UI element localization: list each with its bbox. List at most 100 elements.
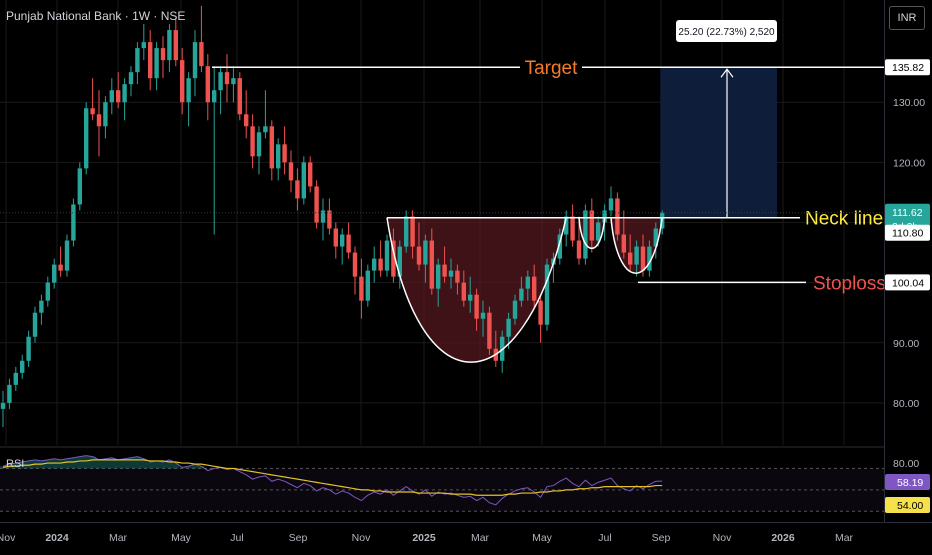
candle-body <box>282 144 287 163</box>
candle-body <box>173 30 178 61</box>
handle-curve <box>610 217 663 274</box>
candle-body <box>474 294 479 319</box>
candle-body <box>423 240 428 265</box>
rsi-axis-label: 80.00 <box>893 458 919 470</box>
candle-body <box>64 240 70 271</box>
candle-body <box>391 240 396 277</box>
candle-body <box>461 282 466 301</box>
candle-body <box>608 198 614 211</box>
candle-body <box>96 114 102 127</box>
candle-body <box>103 102 108 127</box>
candle-body <box>570 216 575 241</box>
candle-body <box>256 132 262 157</box>
x-tick-label: Jul <box>598 532 611 544</box>
candle-body <box>231 78 236 85</box>
candle-body <box>71 204 76 241</box>
candle-body <box>532 276 537 301</box>
x-tick-label: Nov <box>0 532 16 544</box>
candle-body <box>404 216 409 247</box>
candle-body <box>576 240 582 259</box>
currency-button[interactable]: INR <box>889 6 925 30</box>
target-price-tag: 135.82 <box>892 62 924 74</box>
neck-price-tag-bg <box>885 224 930 241</box>
candle-body <box>135 48 140 73</box>
candle-body <box>557 234 562 259</box>
rsi-line <box>2 455 663 506</box>
candle-body <box>128 72 134 85</box>
candle-body <box>192 42 198 79</box>
candle-body <box>436 264 441 289</box>
candle-body <box>487 312 492 349</box>
candle-body <box>148 42 153 79</box>
candle-body <box>122 84 127 103</box>
candle-body <box>160 48 166 61</box>
candle-body <box>301 162 306 199</box>
candle-body <box>237 78 242 115</box>
x-tick-label: Jul <box>230 532 243 544</box>
candle-body <box>429 240 434 289</box>
candle-body <box>32 312 38 337</box>
candle-body <box>442 264 447 277</box>
x-tick-label: Mar <box>471 532 490 544</box>
candle-body <box>218 72 223 91</box>
candle-body <box>0 402 6 409</box>
candle-body <box>640 246 646 271</box>
x-tick-label: 2025 <box>412 532 436 544</box>
candle-body <box>141 42 146 49</box>
candle-body <box>90 108 95 115</box>
handle-curve <box>578 217 606 249</box>
candle-body <box>308 162 313 187</box>
candle-body <box>199 42 204 67</box>
measure-arrowhead <box>720 68 734 78</box>
candle-body <box>13 372 18 385</box>
candle-body <box>77 168 82 205</box>
x-tick-label: Mar <box>835 532 854 544</box>
candle-body <box>506 318 511 337</box>
candle-body <box>359 276 364 301</box>
candle-body <box>205 66 210 103</box>
candle-body <box>564 216 569 235</box>
candle-body <box>212 90 217 103</box>
candle-body <box>410 216 415 247</box>
neckline-annotation: Neck line <box>805 209 883 230</box>
candle-body <box>378 258 383 271</box>
x-tick-label: Sep <box>652 532 671 544</box>
candle-body <box>7 384 12 403</box>
candle-body <box>372 258 377 271</box>
candle-body <box>154 48 159 79</box>
candle-body <box>250 126 255 157</box>
candle-body <box>448 270 454 277</box>
target-price-tag-bg <box>885 59 930 76</box>
candle-body <box>320 210 326 223</box>
candle-body <box>288 162 294 181</box>
rsi-value-tag: 58.19 <box>897 477 923 489</box>
candle-body <box>653 228 658 247</box>
candle-body <box>116 90 121 103</box>
cup-curve <box>386 217 567 363</box>
candle-body <box>180 60 185 103</box>
candle-body <box>186 78 191 103</box>
candle-body <box>84 108 89 169</box>
candle-body <box>634 246 639 265</box>
candle-body <box>602 210 607 223</box>
stoploss-price-tag: 100.04 <box>892 277 924 289</box>
x-tick-label: 2026 <box>771 532 795 544</box>
candle-body <box>525 276 530 289</box>
candle-body <box>365 270 370 301</box>
candle-body <box>455 270 460 283</box>
candle-body <box>20 360 25 373</box>
candle-body <box>263 126 268 133</box>
candle-body <box>596 222 601 241</box>
candle-body <box>346 234 351 253</box>
measure-label-box <box>676 20 777 42</box>
candle-body <box>621 234 626 253</box>
rsi-ma-line <box>2 459 663 496</box>
candle-body <box>269 126 274 169</box>
x-tick-label: Nov <box>352 532 371 544</box>
stoploss-price-tag-bg <box>885 274 930 291</box>
candle-body <box>109 90 114 103</box>
candle-body <box>352 252 358 277</box>
target-annotation: Target <box>525 58 579 79</box>
